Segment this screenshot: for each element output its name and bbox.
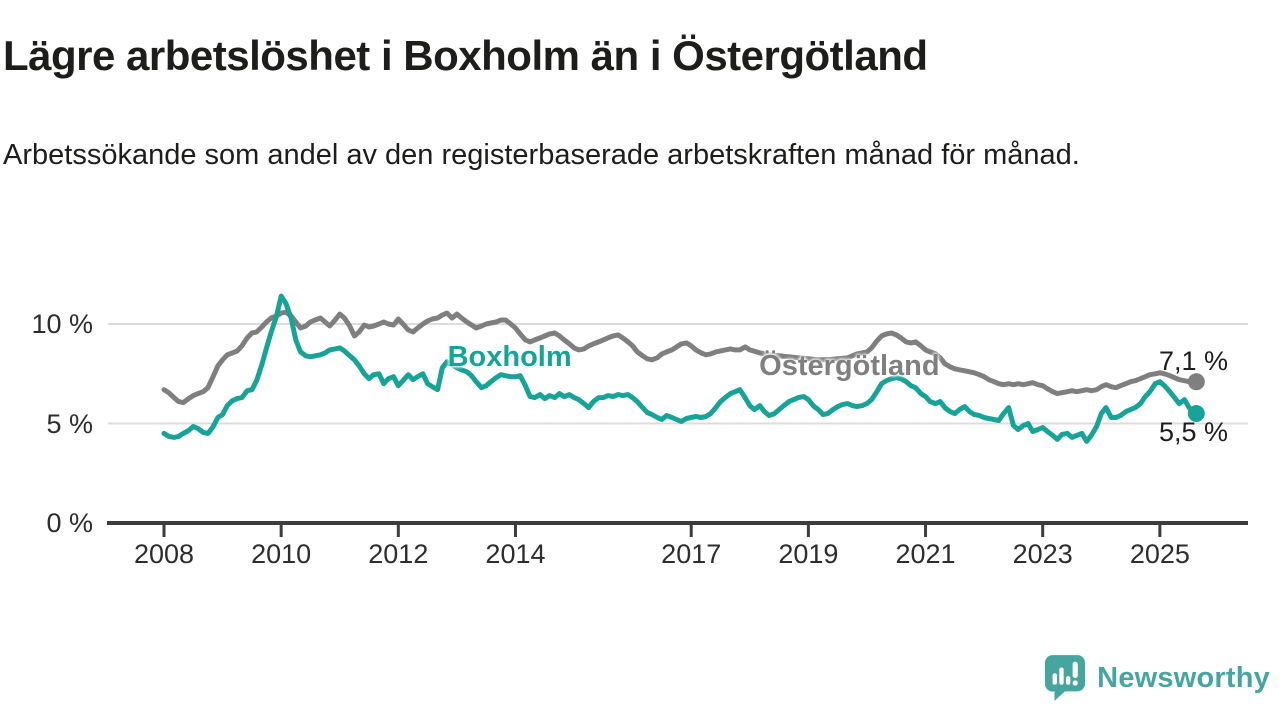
y-axis-label-5: 5 % bbox=[46, 409, 93, 439]
end-dot-boxholm bbox=[1187, 405, 1205, 423]
x-axis-label-2025: 2025 bbox=[1129, 539, 1190, 569]
series-label-boxholm: Boxholm bbox=[447, 340, 572, 373]
series-line-östergötland bbox=[161, 309, 1197, 406]
y-axis-label-0: 0 % bbox=[46, 508, 93, 538]
end-value-label-östergötland: 7,1 % bbox=[1158, 346, 1228, 377]
series-label-östergötland: Östergötland bbox=[759, 349, 940, 382]
x-axis-label-2010: 2010 bbox=[251, 539, 312, 569]
x-axis-label-2012: 2012 bbox=[368, 539, 429, 569]
chart-subtitle: Arbetssökande som andel av den registerb… bbox=[3, 139, 1080, 171]
y-axis-label-10: 10 % bbox=[31, 309, 93, 339]
chart-title: Lägre arbetslöshet i Boxholm än i Österg… bbox=[3, 32, 928, 79]
x-axis-label-2014: 2014 bbox=[485, 539, 546, 569]
newsworthy-logo-icon bbox=[1045, 655, 1086, 701]
x-axis-label-2023: 2023 bbox=[1012, 539, 1073, 569]
x-axis-label-2019: 2019 bbox=[778, 539, 839, 569]
end-value-label-boxholm: 5,5 % bbox=[1158, 417, 1228, 448]
x-axis-label-2008: 2008 bbox=[133, 539, 195, 569]
newsworthy-logo: Newsworthy bbox=[1044, 654, 1270, 702]
end-dot-östergötland bbox=[1187, 373, 1205, 391]
series-line-boxholm bbox=[161, 293, 1197, 444]
x-axis-label-2017: 2017 bbox=[661, 539, 722, 569]
x-axis-label-2021: 2021 bbox=[895, 539, 956, 569]
newsworthy-logo-text: Newsworthy bbox=[1097, 661, 1270, 694]
